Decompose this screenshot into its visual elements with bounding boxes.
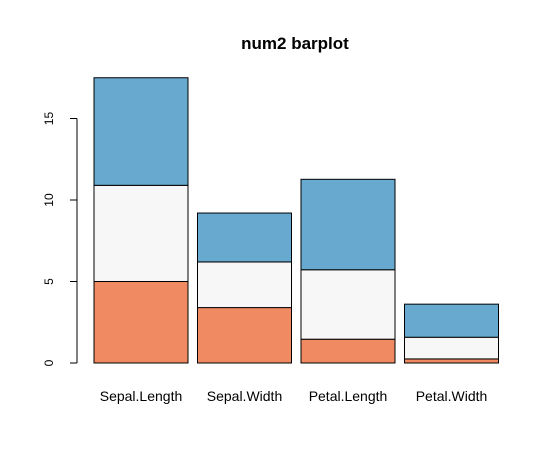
bar-segment: [300, 338, 396, 364]
y-tick-label: 5: [42, 278, 56, 285]
bar-segment: [197, 212, 292, 263]
bar-segment: [93, 77, 189, 186]
x-tick-label: Sepal.Width: [207, 388, 282, 404]
bar-segment: [93, 184, 189, 282]
bars-group: [93, 77, 499, 364]
x-tick-label: Petal.Width: [416, 388, 488, 404]
bar-segment: [300, 269, 396, 340]
bar-segment: [93, 281, 189, 364]
bar-segment: [404, 336, 499, 360]
bar-segment: [404, 303, 499, 338]
y-tick-label: 10: [42, 193, 56, 207]
bar-segment: [300, 178, 396, 271]
x-axis-labels: Sepal.Length Sepal.Width Petal.Length Petal…: [100, 388, 488, 404]
bar-segment: [404, 358, 499, 364]
x-tick-label: Sepal.Length: [100, 388, 183, 404]
y-tick-label: 15: [42, 112, 56, 126]
chart-title: num2 barplot: [241, 34, 349, 53]
x-tick-label: Petal.Length: [309, 388, 388, 404]
bar-segment: [197, 307, 292, 364]
y-tick-label: 0: [42, 359, 56, 366]
bar-segment: [197, 261, 292, 309]
y-axis: 0 5 10 15: [42, 112, 78, 366]
